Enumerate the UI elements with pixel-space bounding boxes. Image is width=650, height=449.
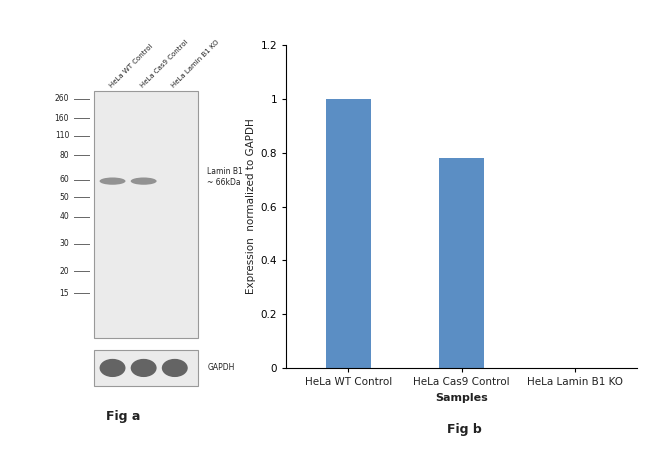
- Y-axis label: Expression  normalized to GAPDH: Expression normalized to GAPDH: [246, 119, 256, 295]
- Text: 20: 20: [60, 267, 69, 276]
- Text: 160: 160: [55, 114, 69, 123]
- Ellipse shape: [131, 359, 157, 377]
- Ellipse shape: [99, 177, 125, 185]
- Bar: [94, 91, 198, 338]
- Ellipse shape: [131, 177, 157, 185]
- Text: HeLa Cas9 Control: HeLa Cas9 Control: [139, 39, 189, 89]
- Text: HeLa Lamin B1 KO: HeLa Lamin B1 KO: [170, 39, 220, 89]
- Bar: [326, 99, 371, 368]
- Bar: [94, 350, 198, 386]
- Text: 15: 15: [60, 289, 69, 298]
- Text: 50: 50: [59, 193, 69, 202]
- Text: 260: 260: [55, 94, 69, 103]
- Bar: [439, 158, 484, 368]
- Ellipse shape: [162, 359, 188, 377]
- Text: 40: 40: [59, 212, 69, 221]
- Text: HeLa WT Control: HeLa WT Control: [109, 44, 154, 89]
- Text: 60: 60: [59, 176, 69, 185]
- X-axis label: Samples: Samples: [435, 393, 488, 403]
- Ellipse shape: [99, 359, 125, 377]
- Text: 80: 80: [60, 151, 69, 160]
- Text: Fig a: Fig a: [107, 409, 140, 423]
- Text: GAPDH: GAPDH: [207, 363, 235, 373]
- Text: 110: 110: [55, 131, 69, 140]
- Text: 30: 30: [59, 239, 69, 248]
- Text: Lamin B1
~ 66kDa: Lamin B1 ~ 66kDa: [207, 167, 243, 187]
- Text: Fig b: Fig b: [447, 423, 482, 436]
